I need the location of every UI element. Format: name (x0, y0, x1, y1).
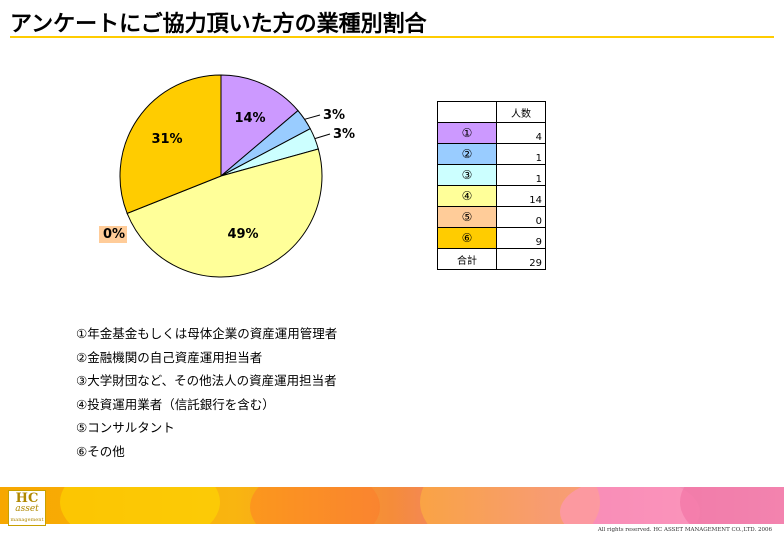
table-header-row: 人数 (437, 101, 546, 123)
data-label-background (99, 226, 127, 243)
data-label: 49% (227, 227, 258, 242)
note-item: ①年金基金もしくは母体企業の資産運用管理者 (76, 326, 338, 341)
table-total-value: 29 (496, 248, 546, 270)
table-row-count: 1 (496, 164, 546, 186)
data-label: 14% (234, 111, 265, 126)
table-row-count: 9 (496, 227, 546, 249)
footer-decorative-band (0, 487, 784, 524)
pie-slice (220, 74, 299, 178)
pie-slice (126, 148, 323, 278)
note-item: ②金融機関の自己資産運用担当者 (76, 349, 263, 365)
table-row-key: ③ (437, 164, 497, 186)
logo-text: asset (15, 504, 39, 514)
table-row: ④ 14 (437, 185, 546, 207)
table-total-row: 合計 29 (437, 248, 546, 270)
leader-line (304, 114, 321, 120)
table-row-key: ⑥ (437, 227, 497, 249)
title-underline (10, 36, 774, 38)
count-table: 人数 ① 4 ② 1 ③ 1 ④ 14 ⑤ 0 ⑥ 9 合計 29 (437, 101, 546, 270)
table-row-key: ② (437, 143, 497, 165)
logo-text: HC (15, 491, 39, 506)
table-row-count: 1 (496, 143, 546, 165)
category-notes: ①年金基金もしくは母体企業の資産運用管理者 ②金融機関の自己資産運用担当者 ③大… (76, 322, 337, 463)
table-row-count: 0 (496, 206, 546, 228)
table-row-key: ⑤ (437, 206, 497, 228)
leader-line (314, 133, 331, 140)
note-item: ④投資運用業者（信託銀行を含む） (76, 396, 275, 412)
page-title: アンケートにご協力頂いた方の業種別割合 (10, 12, 427, 37)
data-label: 3% (333, 127, 355, 142)
table-row-count: 4 (496, 122, 546, 144)
data-label: 3% (323, 108, 345, 123)
table-row-key: ④ (437, 185, 497, 207)
note-item: ⑥その他 (76, 443, 125, 459)
note-item: ⑤コンサルタント (76, 420, 175, 435)
table-row-key: ① (437, 122, 497, 144)
pie-slice (119, 74, 222, 215)
pie-chart: 14% 3% 3% 49% 0% 31% (99, 74, 355, 278)
data-label: 31% (151, 132, 182, 147)
table-total-label: 合計 (437, 248, 497, 270)
logo-text: management (10, 517, 44, 523)
table-header-blank (437, 101, 497, 123)
copyright-text: All rights reserved. HC ASSET MANAGEMENT… (597, 527, 772, 533)
note-item: ③大学財団など、その他法人の資産運用担当者 (76, 373, 337, 388)
company-logo: HC asset management (8, 490, 46, 526)
table-header-count: 人数 (496, 101, 546, 123)
data-label: 0% (103, 227, 125, 242)
table-row-count: 14 (496, 185, 546, 207)
